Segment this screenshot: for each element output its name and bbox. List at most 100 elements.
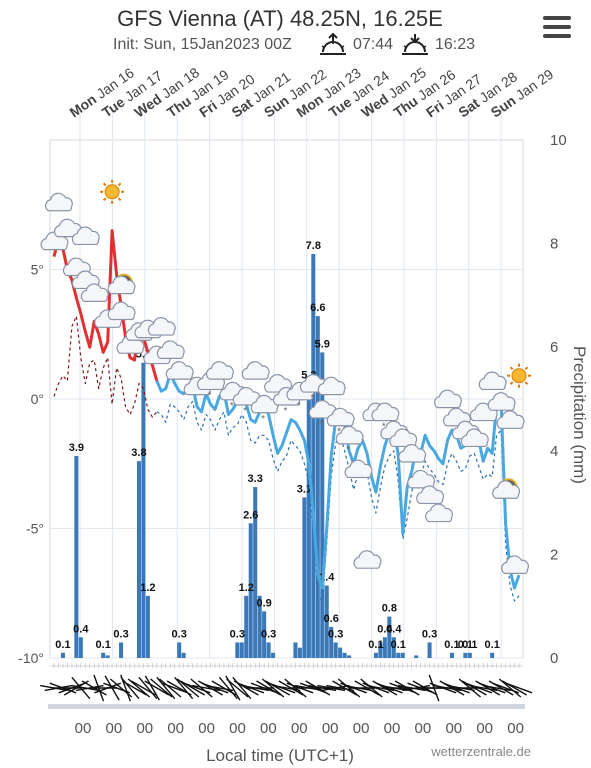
precip-value-label: 0.8 [382,603,397,615]
cloud-icon [205,361,234,380]
wind-arrow [354,680,380,696]
wind-arrow [256,680,282,696]
precip-bar [297,647,302,658]
precip-value-label: 0.3 [422,628,437,640]
precip-value-label: 5.9 [315,338,330,350]
wind-arrow [71,676,91,700]
precip-value-label: 2.6 [243,509,258,521]
svg-text:*: * [207,390,211,401]
precip-bar [320,352,325,658]
svg-text:*: * [261,414,265,425]
sunset-icon [400,32,430,55]
cloud-icon [496,410,525,429]
precip-bar [181,652,186,658]
precip-value-label: 0.1 [462,639,477,651]
cloud-icon [71,226,100,246]
init-row: Init: Sun, 15Jan2023 00Z 07:44 16:23 [0,32,591,58]
cloud-icon [416,485,444,505]
precip-bar [463,652,468,658]
sunrise-icon [318,32,348,55]
temp-tick-label: -10° [18,650,44,666]
bottom-axis-band [48,704,525,709]
wind-arrow [397,684,426,692]
cloud-icon [398,443,427,463]
precip-axis-label-text: Precipitation (mm) [570,346,589,484]
x-tick-label: 00 [322,720,339,737]
precip-bar [253,487,258,658]
x-tick-label: 00 [75,720,92,737]
wind-arrow [429,682,457,694]
cloud-icon [80,283,109,302]
source-credit: wetterzentrale.de [431,744,531,759]
precip-axis-label: Precipitation (mm) [570,346,589,484]
cloud-icon [344,459,373,479]
precip-bar [427,642,432,658]
x-tick-label: 00 [384,720,401,737]
x-tick-label: 00 [291,720,308,737]
precip-bar [248,523,253,658]
precip-bar [490,652,495,658]
cloud-icon [487,392,516,411]
wind-arrow [465,682,493,694]
wind-arrow [478,682,506,694]
x-tick-label: 00 [106,720,123,737]
svg-text:*: * [346,445,350,456]
wind-arrow [226,678,249,698]
wind-arrow [144,675,160,701]
cloud-icon [501,555,529,574]
snow-cloud-icon: * [326,407,355,438]
precip-bar [271,652,276,658]
wind-arrow [469,684,498,692]
svg-text:*: * [319,419,323,430]
cloud-icon [425,503,453,523]
wind-arrow [63,680,89,696]
wind-arrow [268,682,296,694]
wind-arrow [505,682,533,694]
wind-arrow [71,684,100,692]
precip-value-label: 3.3 [248,473,263,485]
temp-tick-label: -5° [26,521,44,537]
wind-arrow [150,678,173,698]
x-tick-label: 00 [229,720,246,737]
precip-value-label: 0.1 [96,639,111,651]
precip-bar [105,655,110,658]
precip-tick-label: 10 [550,132,567,149]
precip-value-label: 0.4 [73,623,89,635]
precip-bar [311,253,316,658]
precip-bar [101,652,106,658]
x-tick-label: 00 [167,720,184,737]
svg-text:*: * [310,393,314,404]
x-tick-label: 00 [415,720,432,737]
precip-bar [177,642,182,658]
x-tick-label: 00 [198,720,215,737]
precip-bar [324,585,329,658]
sun-icon [100,179,125,204]
precip-bar [391,637,396,658]
hamburger-menu-icon[interactable] [543,16,571,40]
cloud-icon [241,361,270,380]
precip-bar [342,652,347,658]
precip-bar [373,652,378,658]
wind-arrow [138,676,158,700]
precip-bar [378,642,383,658]
precip-value-label: 0.1 [485,639,500,651]
precip-value-label: 3.1 [297,483,312,495]
precip-bar [333,642,338,658]
precip-value-label: 6.6 [310,302,325,314]
wind-arrow [192,684,220,692]
wind-arrow [482,684,511,692]
precip-bar [78,637,83,658]
cloud-icon [107,301,136,321]
x-tick-label: 00 [260,720,277,737]
cloud-icon [478,371,507,391]
wind-arrow [394,680,420,696]
sunset-time: 16:23 [435,36,476,53]
cloud-icon [165,361,194,380]
precip-bar [257,595,262,658]
sun-cloud-icon [507,363,531,388]
wind-arrow [159,678,182,698]
wind-arrow [190,678,213,698]
precip-tick-label: 2 [550,546,558,563]
precip-bar [141,362,146,658]
precip-bar [239,642,244,658]
